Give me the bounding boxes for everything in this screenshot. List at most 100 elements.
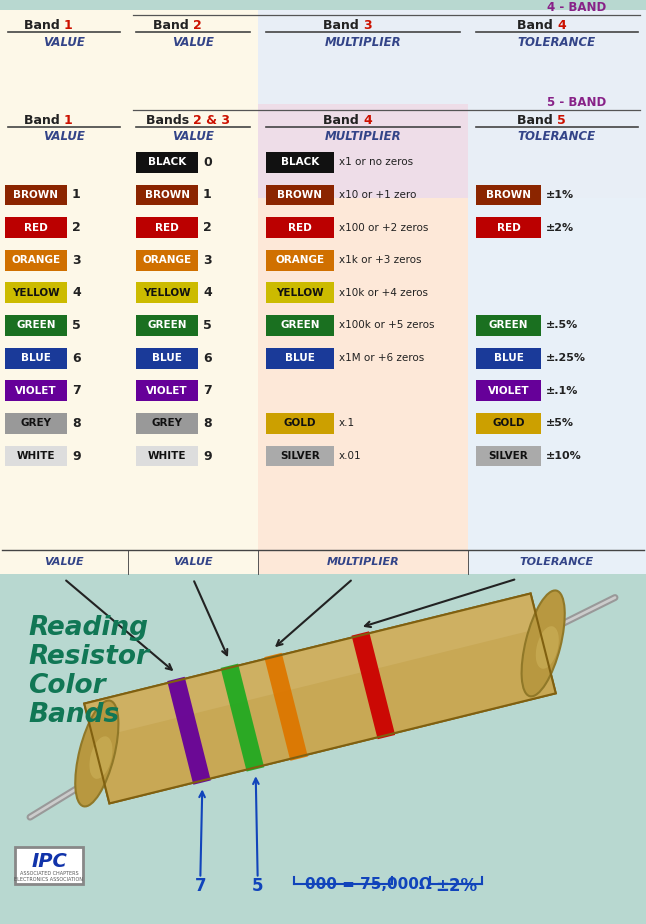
- Text: SILVER: SILVER: [488, 451, 528, 461]
- Text: GREEN: GREEN: [147, 321, 187, 331]
- Polygon shape: [351, 631, 395, 739]
- Text: Band: Band: [517, 115, 557, 128]
- Bar: [266, 347, 334, 369]
- Text: 7: 7: [203, 384, 212, 397]
- Text: 2: 2: [193, 19, 202, 32]
- Text: Reading
Resistor
Color
Bands: Reading Resistor Color Bands: [28, 615, 149, 728]
- Bar: [136, 381, 198, 401]
- Bar: [5, 445, 67, 467]
- Text: BLUE: BLUE: [21, 353, 51, 363]
- Text: ±.25%: ±.25%: [546, 353, 586, 363]
- Bar: [468, 10, 646, 574]
- Text: 1: 1: [203, 188, 212, 201]
- Text: ±.1%: ±.1%: [546, 386, 578, 395]
- Text: 4: 4: [557, 19, 566, 32]
- Text: BROWN: BROWN: [145, 190, 189, 200]
- Text: 1: 1: [64, 19, 73, 32]
- Text: WHITE: WHITE: [17, 451, 56, 461]
- Text: BROWN: BROWN: [278, 190, 322, 200]
- Text: 9: 9: [203, 450, 212, 463]
- Text: YELLOW: YELLOW: [12, 288, 60, 298]
- Bar: [5, 315, 67, 336]
- Text: ORANGE: ORANGE: [12, 255, 61, 265]
- Text: ORANGE: ORANGE: [142, 255, 192, 265]
- Bar: [266, 445, 334, 467]
- Text: VALUE: VALUE: [172, 130, 214, 143]
- Bar: [258, 10, 468, 103]
- Text: 1: 1: [72, 188, 81, 201]
- Text: 7: 7: [72, 384, 81, 397]
- Text: 5: 5: [203, 319, 212, 332]
- Text: GREEN: GREEN: [489, 321, 528, 331]
- Bar: [476, 413, 541, 434]
- Polygon shape: [167, 676, 211, 784]
- Text: GREEN: GREEN: [280, 321, 320, 331]
- Text: RED: RED: [155, 223, 179, 233]
- Polygon shape: [84, 593, 556, 803]
- Text: x1k or +3 zeros: x1k or +3 zeros: [339, 255, 421, 265]
- Bar: [128, 10, 258, 574]
- Bar: [266, 283, 334, 303]
- Bar: [476, 381, 541, 401]
- Bar: [5, 381, 67, 401]
- Bar: [136, 315, 198, 336]
- Text: TOLERANCE: TOLERANCE: [518, 36, 596, 49]
- Text: ±10%: ±10%: [546, 451, 582, 461]
- Text: RED: RED: [288, 223, 312, 233]
- Bar: [266, 315, 334, 336]
- Text: VALUE: VALUE: [43, 130, 85, 143]
- Ellipse shape: [76, 700, 118, 807]
- Text: x1M or +6 zeros: x1M or +6 zeros: [339, 353, 424, 363]
- Text: 2 & 3: 2 & 3: [193, 115, 230, 128]
- Bar: [476, 347, 541, 369]
- Bar: [258, 10, 468, 574]
- Text: x100k or +5 zeros: x100k or +5 zeros: [339, 321, 435, 331]
- Text: x10k or +4 zeros: x10k or +4 zeros: [339, 288, 428, 298]
- Bar: [15, 846, 83, 884]
- Text: BLUE: BLUE: [152, 353, 182, 363]
- Text: MULTIPLIER: MULTIPLIER: [325, 130, 401, 143]
- Text: YELLOW: YELLOW: [276, 288, 324, 298]
- Bar: [136, 347, 198, 369]
- Bar: [266, 152, 334, 173]
- Text: BROWN: BROWN: [14, 190, 59, 200]
- Text: TOLERANCE: TOLERANCE: [518, 130, 596, 143]
- Text: 3: 3: [203, 254, 212, 267]
- Text: Bands: Bands: [145, 115, 193, 128]
- Bar: [266, 413, 334, 434]
- Text: 7: 7: [194, 877, 206, 894]
- Bar: [0, 10, 128, 574]
- Text: x100 or +2 zeros: x100 or +2 zeros: [339, 223, 428, 233]
- Text: 0: 0: [203, 156, 212, 169]
- Text: SILVER: SILVER: [280, 451, 320, 461]
- Text: 1: 1: [64, 115, 73, 128]
- Polygon shape: [84, 593, 539, 738]
- Text: ±2%: ±2%: [546, 223, 574, 233]
- Text: ±2%: ±2%: [435, 877, 478, 894]
- Text: 2: 2: [72, 221, 81, 234]
- Text: VIOLET: VIOLET: [488, 386, 529, 395]
- Bar: [5, 217, 67, 238]
- Text: VALUE: VALUE: [44, 557, 84, 567]
- Bar: [476, 445, 541, 467]
- Text: x.01: x.01: [339, 451, 362, 461]
- Text: VALUE: VALUE: [43, 36, 85, 49]
- Bar: [476, 185, 541, 205]
- Text: BLUE: BLUE: [494, 353, 523, 363]
- Ellipse shape: [89, 736, 112, 779]
- Bar: [476, 315, 541, 336]
- Text: 5: 5: [557, 115, 566, 128]
- Text: BLACK: BLACK: [148, 157, 186, 167]
- Text: ORANGE: ORANGE: [275, 255, 324, 265]
- Text: VALUE: VALUE: [173, 557, 213, 567]
- Bar: [0, 10, 646, 574]
- Text: 9: 9: [72, 450, 81, 463]
- Bar: [266, 185, 334, 205]
- Text: Band: Band: [153, 19, 193, 32]
- Text: 6: 6: [203, 352, 212, 365]
- Text: GOLD: GOLD: [492, 419, 525, 429]
- Bar: [136, 413, 198, 434]
- Text: 5 - BAND: 5 - BAND: [547, 96, 607, 109]
- Bar: [136, 283, 198, 303]
- Text: 4 - BAND: 4 - BAND: [547, 1, 607, 14]
